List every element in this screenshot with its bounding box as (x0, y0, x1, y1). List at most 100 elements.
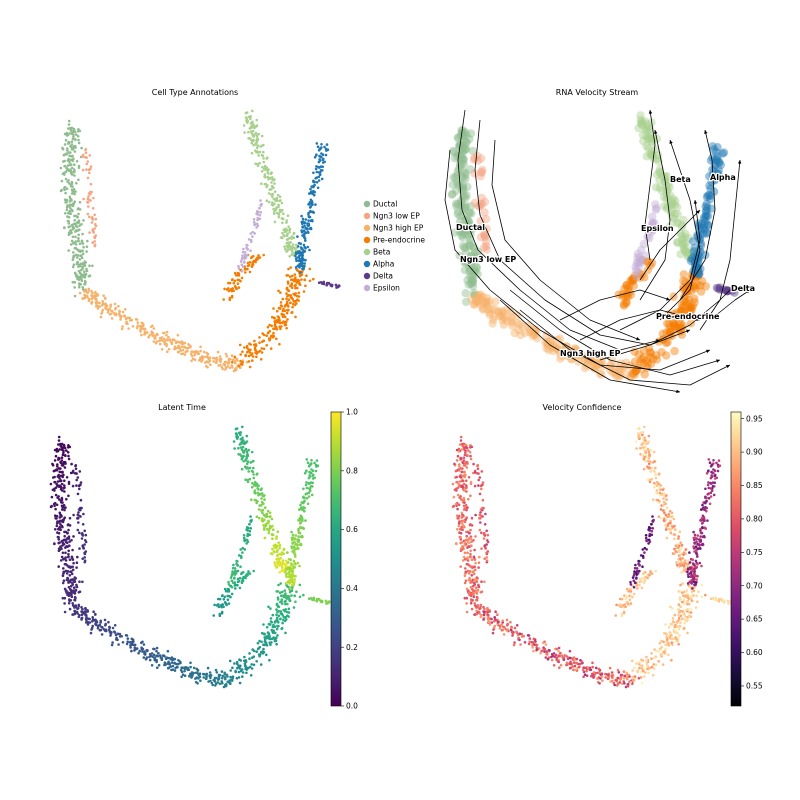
cell-point (223, 287, 226, 291)
cell-point (256, 150, 259, 153)
cell-point (263, 632, 266, 636)
cell-point (73, 170, 76, 173)
cell-point (66, 149, 69, 152)
cell-point (228, 357, 232, 361)
cell-point (302, 243, 306, 247)
cell-point (60, 496, 64, 500)
cell-point (250, 240, 253, 243)
cell-point (96, 305, 100, 308)
cell-point (252, 476, 256, 480)
cell-point (76, 517, 79, 520)
cell-point (68, 141, 71, 144)
cell-point (78, 531, 81, 535)
cell-point (262, 157, 265, 160)
cell-point (304, 239, 307, 242)
cell-point (467, 202, 476, 211)
cell-point (275, 211, 279, 215)
cell-point (84, 606, 87, 610)
cell-point (81, 168, 85, 172)
cell-point (239, 565, 242, 568)
cell-point (469, 585, 473, 589)
cell-point (71, 204, 75, 208)
cell-point (255, 138, 259, 141)
cell-point (85, 162, 88, 166)
cell-point (278, 199, 282, 203)
cell-point (67, 457, 71, 461)
cell-point (59, 479, 63, 483)
cell-point (672, 517, 676, 521)
cell-point (241, 579, 244, 583)
cell-point (187, 343, 190, 346)
cell-point (291, 550, 294, 553)
cell-point (98, 624, 101, 627)
cell-point (58, 470, 61, 474)
cell-point (130, 640, 134, 644)
cell-point (67, 549, 70, 553)
cell-point (262, 253, 266, 257)
cell-point (245, 526, 249, 529)
cell-point (260, 640, 263, 644)
cell-point (470, 574, 474, 577)
cell-point (464, 446, 468, 449)
cell-points (451, 425, 733, 689)
cell-point (118, 309, 121, 313)
cell-point (232, 369, 236, 373)
cell-point (690, 599, 694, 603)
cell-point (85, 618, 88, 621)
cell-point (154, 341, 158, 345)
cell-point (285, 230, 288, 233)
cell-point (240, 263, 244, 267)
cell-point (291, 243, 295, 246)
cell-point (237, 446, 240, 450)
cell-point (239, 548, 242, 551)
cell-point (253, 484, 257, 487)
cell-point (63, 602, 66, 605)
cell-point (237, 579, 241, 583)
cell-point (460, 145, 469, 155)
cell-point (117, 304, 120, 308)
cell-point (265, 185, 268, 189)
cell-point (246, 534, 249, 538)
cell-point (249, 249, 252, 252)
cell-point (67, 151, 71, 154)
cell-point (285, 297, 288, 301)
cell-point (259, 211, 263, 214)
cell-point (62, 443, 66, 447)
cell-point (75, 273, 78, 277)
colorbar-tick-label: 0.4 (346, 584, 358, 593)
streamline (491, 139, 641, 341)
cell-point (582, 675, 585, 679)
cell-point (249, 130, 253, 133)
cell-point (258, 341, 261, 345)
cell-point (311, 477, 315, 480)
cell-point (64, 177, 68, 181)
cell-point (472, 572, 476, 576)
cell-point (78, 291, 82, 295)
cell-point (692, 589, 696, 593)
cell-point (75, 262, 79, 266)
cell-point (268, 623, 272, 626)
cell-point (90, 289, 93, 293)
cell-point (66, 168, 69, 172)
cell-point (243, 268, 247, 271)
cell-point (275, 196, 279, 200)
cell-point (206, 666, 210, 670)
cell-point (244, 354, 247, 358)
cell-point (472, 555, 476, 559)
cell-point (479, 508, 483, 511)
cell-point (243, 659, 246, 662)
cell-point (637, 584, 641, 587)
cell-point (63, 188, 66, 192)
cell-point (229, 576, 233, 579)
cell-point (213, 603, 216, 607)
cell-point (58, 526, 61, 530)
cell-point (76, 555, 79, 559)
cell-point (212, 678, 215, 682)
cell-point (660, 653, 664, 656)
cell-point (467, 252, 476, 261)
cell-point (290, 282, 294, 285)
cell-point (91, 291, 94, 295)
cell-point (195, 667, 199, 671)
cell-point (262, 150, 265, 154)
cell-point (253, 343, 256, 347)
